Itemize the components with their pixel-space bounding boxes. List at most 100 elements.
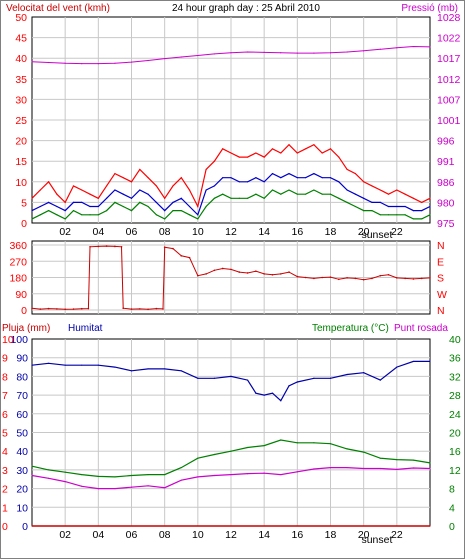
data-point [379,274,382,277]
temperature-tick: 8 [449,484,455,496]
data-point [180,197,182,199]
data-point [396,277,398,279]
data-point [47,477,50,479]
humidity-tick: 70 [16,390,28,402]
data-point [429,360,431,363]
data-point [197,457,199,459]
rain-tick: 4 [2,446,8,458]
data-point [81,485,83,487]
wind-speed-tick: 50 [15,12,27,24]
data-point [106,185,108,187]
data-point [89,205,91,208]
data-point [313,442,315,444]
data-point [346,373,348,376]
wind-speed-tick: 25 [15,115,27,127]
data-point [379,457,381,459]
rain-tick: 7 [2,390,8,402]
data-point [114,189,116,191]
data-point [114,488,116,490]
temperature-tick: 4 [449,502,455,514]
wind-speed-tick: 30 [15,94,27,106]
data-point [246,197,249,199]
data-point [346,277,348,279]
data-point [321,152,323,154]
data-point [213,185,216,187]
data-point [56,193,58,195]
data-point [280,473,282,476]
data-point [163,246,166,248]
data-point [255,152,257,154]
data-point [213,453,216,456]
data-point [404,214,406,216]
data-point [31,61,33,63]
data-point [197,274,199,277]
x-tick-label: 18 [325,529,337,541]
data-point [122,205,124,208]
data-point [263,156,265,158]
x-tick-label: 08 [159,226,171,238]
data-point [188,214,191,216]
data-point [31,218,33,220]
data-point [288,385,290,387]
x-tick-label: 10 [192,226,204,238]
data-point [379,201,381,203]
data-point [172,201,174,203]
data-point [130,61,133,63]
data-point [114,245,116,248]
data-point [147,193,149,195]
data-point [346,168,348,171]
chart-title: 24 hour graph day : 25 Abril 2010 [172,3,320,14]
data-point [346,466,348,469]
data-point [130,486,133,488]
data-point [180,210,182,212]
data-point [238,181,240,183]
data-point [172,185,174,187]
data-point [197,54,199,57]
data-point [89,193,91,195]
direction-degree-tick: 360 [9,240,27,252]
dewpoint-axis-title: Punt rosada [394,323,448,334]
data-point [130,474,133,477]
data-point [271,172,274,175]
rain-tick: 10 [2,334,14,346]
data-point [313,52,315,54]
rain-tick: 0 [2,521,8,533]
data-point [147,205,149,208]
data-point [421,218,423,220]
data-point [230,177,232,179]
data-point [180,370,182,372]
data-point [304,276,307,279]
humidity-tick: 60 [16,409,28,421]
pressure-tick: 975 [437,218,455,230]
data-point [354,277,357,280]
data-point [338,181,340,183]
data-point [363,467,365,470]
x-tick-label: 20 [358,226,370,238]
pressure-tick: 991 [437,156,455,168]
temperature-tick: 40 [449,334,461,346]
data-point [246,446,249,449]
data-point [305,177,307,179]
pressure-tick: 1012 [437,74,461,86]
humidity-tick: 20 [16,484,28,496]
data-point [412,360,415,363]
wind-speed-axis-title: Velocitat del vent (kmh) [6,3,110,14]
data-point [371,201,373,203]
data-point [80,307,83,310]
data-point [238,156,240,158]
x-tick-label: 04 [92,529,104,541]
data-point [180,255,183,257]
data-point [329,177,332,179]
data-point [39,205,41,208]
pressure-tick: 1007 [437,94,461,106]
data-point [114,172,116,175]
data-point [122,307,125,309]
data-point [354,193,356,195]
humidity-tick: 50 [16,428,28,440]
data-point [180,479,182,481]
data-point [396,47,398,49]
data-point [97,245,100,248]
data-point [139,168,141,171]
data-point [329,276,332,278]
data-point [164,218,166,220]
